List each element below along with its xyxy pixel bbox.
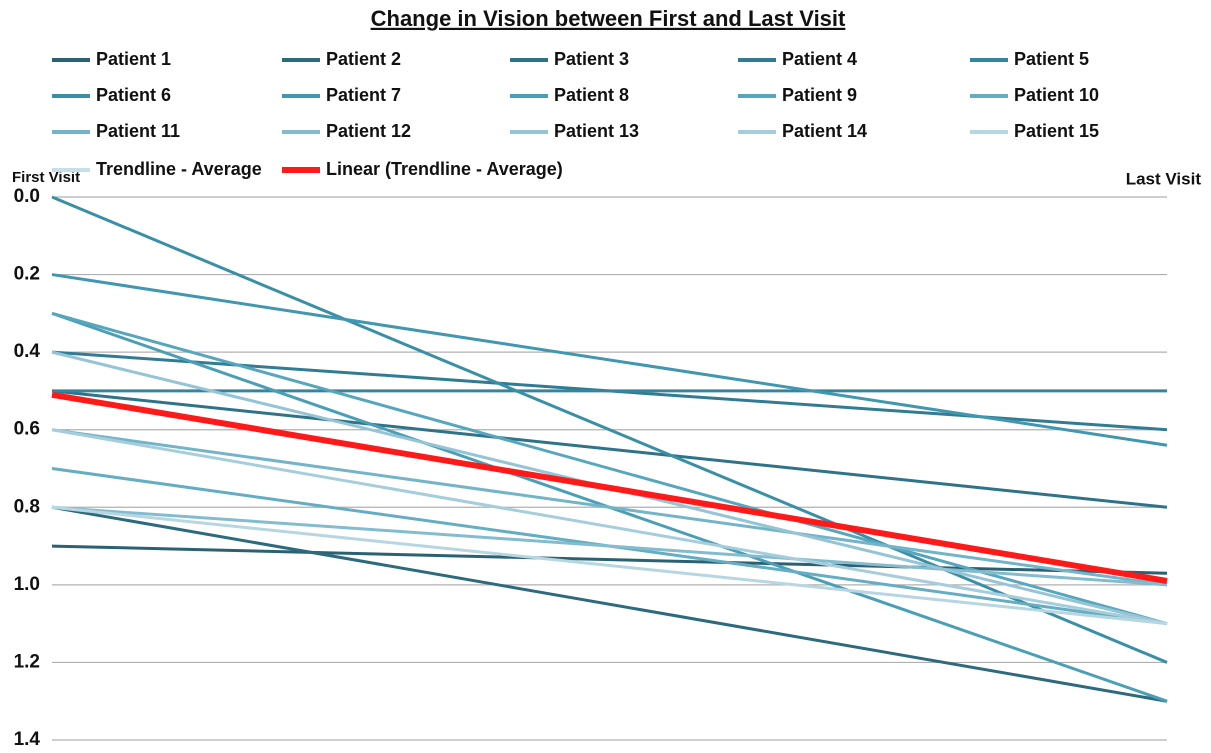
legend-label: Patient 5 [1014,49,1089,69]
y-tick-label: 0.0 [14,186,40,207]
legend-label: Patient 6 [96,85,171,105]
legend-label: Patient 14 [782,121,867,141]
y-tick-label: 1.0 [14,574,40,595]
series-line [51,428,1168,626]
legend-label: Patient 11 [96,121,180,141]
chart-title: Change in Vision between First and Last … [371,6,846,31]
y-tick-label: 1.4 [14,729,41,750]
legend-label: Patient 13 [554,121,639,141]
y-tick-label: 0.8 [14,496,40,517]
legend-label: Patient 12 [326,121,411,141]
legend-label: Trendline - Average [96,159,262,179]
series-line [51,273,1168,447]
legend-label: Patient 4 [782,49,857,69]
y-tick-label: 1.2 [14,651,40,672]
series-line [51,505,1168,703]
series-line [51,544,1168,575]
legend-label: Patient 3 [554,49,629,69]
legend-label: Patient 1 [96,49,171,69]
legend-label: Patient 9 [782,85,857,105]
x-tick-label: First Visit [12,169,80,186]
x-tick-label: Last Visit [1126,169,1202,188]
legend-label: Patient 8 [554,85,629,105]
y-tick-label: 0.6 [14,419,40,440]
series-line [51,505,1168,626]
series-line [51,391,1168,584]
series-line [51,505,1168,587]
series-line [51,195,1168,664]
legend-label: Patient 10 [1014,85,1099,105]
y-tick-label: 0.4 [14,341,41,362]
legend-label: Patient 15 [1014,121,1099,141]
y-tick-label: 0.2 [14,264,40,285]
legend-label: Patient 2 [326,49,401,69]
legend-label: Patient 7 [326,85,401,105]
series-line [51,428,1168,587]
legend-label: Linear (Trendline - Average) [326,159,563,179]
series-line [51,389,1168,509]
